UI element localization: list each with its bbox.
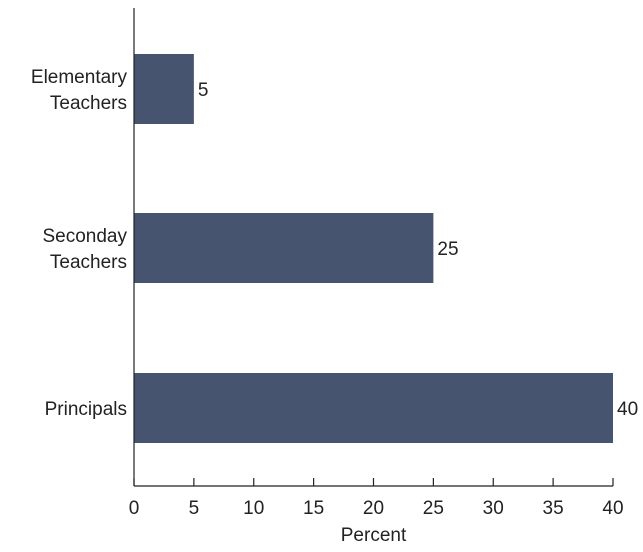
x-tick-label: 35 (543, 498, 564, 519)
data-label: 5 (198, 80, 209, 101)
data-label: 40 (617, 399, 638, 420)
x-tick-label: 15 (303, 498, 324, 519)
x-tick-label: 20 (363, 498, 384, 519)
bar (134, 373, 613, 443)
x-tick-label: 5 (189, 498, 200, 519)
category-label: Teachers (50, 93, 127, 114)
bars-group (134, 54, 613, 443)
bar (134, 213, 434, 283)
data-labels-group: 5 25 40 (198, 80, 638, 420)
x-axis-title: Percent (341, 525, 407, 546)
bar (134, 54, 194, 124)
x-tick-labels-group: 0 5 10 15 20 25 30 35 40 (129, 498, 624, 519)
category-label: Seconday (42, 226, 127, 247)
category-label: Teachers (50, 252, 127, 273)
category-label: Elementary (31, 67, 128, 88)
x-tick-label: 25 (423, 498, 444, 519)
data-label: 25 (437, 239, 458, 260)
category-labels-group: Elementary Teachers Seconday Teachers Princi… (31, 67, 128, 420)
x-tick-label: 10 (243, 498, 264, 519)
x-tick-label: 30 (483, 498, 504, 519)
category-label: Principals (45, 399, 127, 420)
x-ticks-group (133, 478, 614, 486)
x-tick-label: 0 (129, 498, 140, 519)
x-tick-label: 40 (602, 498, 623, 519)
